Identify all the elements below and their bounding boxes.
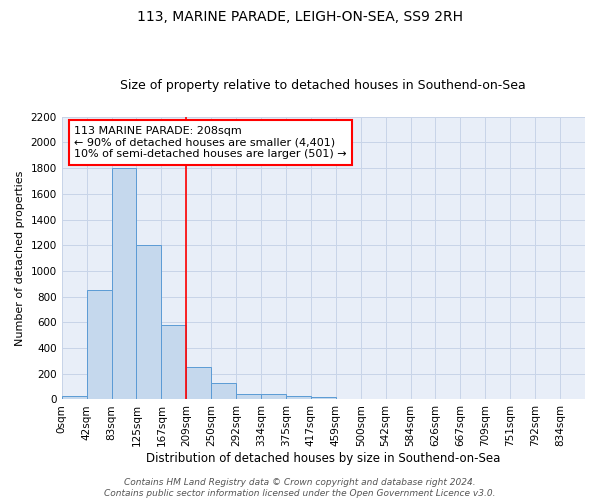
Y-axis label: Number of detached properties: Number of detached properties <box>15 170 25 346</box>
Text: 113 MARINE PARADE: 208sqm
← 90% of detached houses are smaller (4,401)
10% of se: 113 MARINE PARADE: 208sqm ← 90% of detac… <box>74 126 347 159</box>
Text: 113, MARINE PARADE, LEIGH-ON-SEA, SS9 2RH: 113, MARINE PARADE, LEIGH-ON-SEA, SS9 2R… <box>137 10 463 24</box>
X-axis label: Distribution of detached houses by size in Southend-on-Sea: Distribution of detached houses by size … <box>146 452 500 465</box>
Bar <box>311 397 336 400</box>
Bar <box>261 394 286 400</box>
Bar <box>286 396 311 400</box>
Bar <box>136 246 161 400</box>
Bar <box>186 366 211 400</box>
Bar <box>161 325 186 400</box>
Bar <box>86 290 112 400</box>
Bar <box>112 168 136 400</box>
Bar <box>211 383 236 400</box>
Bar <box>62 396 86 400</box>
Bar <box>236 394 261 400</box>
Title: Size of property relative to detached houses in Southend-on-Sea: Size of property relative to detached ho… <box>121 79 526 92</box>
Text: Contains HM Land Registry data © Crown copyright and database right 2024.
Contai: Contains HM Land Registry data © Crown c… <box>104 478 496 498</box>
